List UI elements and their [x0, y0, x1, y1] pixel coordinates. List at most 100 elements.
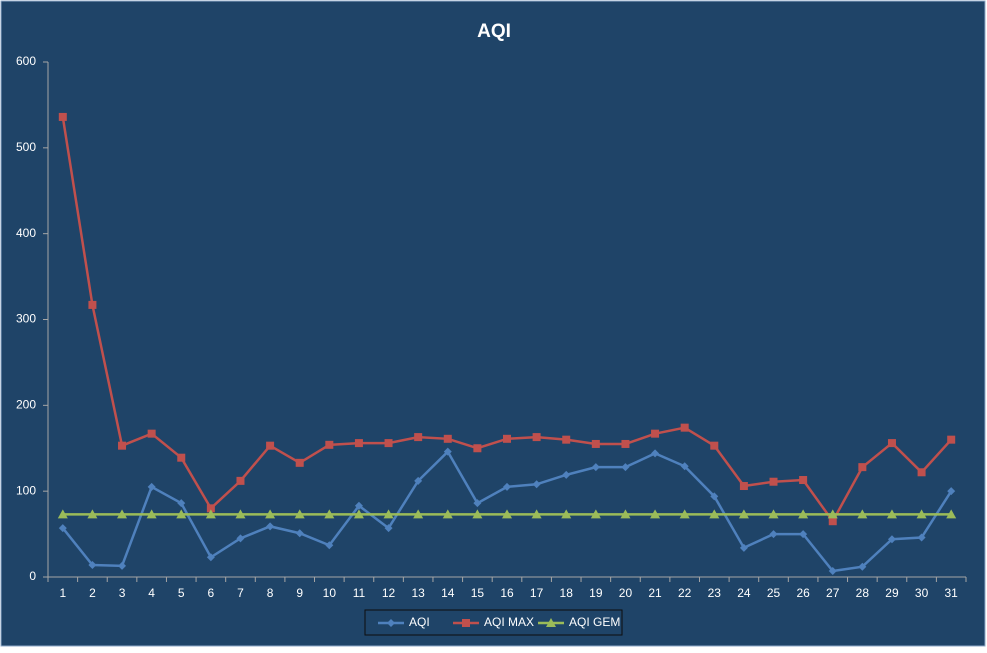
- data-point: [709, 509, 720, 519]
- data-point: [947, 435, 956, 444]
- data-point: [532, 433, 541, 442]
- data-point: [87, 509, 98, 519]
- legend-marker: [387, 619, 395, 627]
- data-point: [235, 509, 246, 519]
- data-point: [502, 509, 512, 519]
- data-point: [324, 509, 335, 519]
- legend-label: AQI MAX: [484, 615, 534, 629]
- data-point: [916, 509, 927, 519]
- data-point: [917, 533, 926, 542]
- x-tick-label: 22: [678, 586, 692, 600]
- data-point: [414, 433, 423, 442]
- x-tick-label: 13: [411, 586, 425, 600]
- x-tick-label: 11: [353, 586, 366, 600]
- y-tick-label: 100: [16, 483, 36, 497]
- data-point: [443, 434, 452, 443]
- data-point: [621, 439, 630, 448]
- data-point: [473, 444, 482, 453]
- data-point: [266, 522, 275, 531]
- x-tick-label: 30: [915, 586, 929, 600]
- data-point: [532, 480, 541, 489]
- data-point: [769, 530, 778, 539]
- data-point: [354, 501, 363, 510]
- data-point: [799, 476, 808, 485]
- data-point: [354, 439, 363, 448]
- data-point: [679, 509, 690, 519]
- x-tick-label: 31: [945, 586, 959, 600]
- legend-marker: [462, 619, 470, 627]
- x-tick-label: 17: [530, 586, 544, 600]
- chart-title: AQI: [477, 21, 511, 42]
- y-tick-label: 600: [16, 54, 36, 68]
- data-point: [265, 509, 276, 519]
- data-point: [739, 482, 748, 491]
- data-point: [886, 509, 897, 519]
- data-point: [472, 509, 483, 519]
- x-tick-label: 20: [619, 586, 633, 600]
- x-tick-label: 4: [148, 586, 155, 600]
- x-tick-label: 18: [560, 586, 574, 600]
- data-point: [146, 509, 157, 519]
- data-point: [206, 504, 215, 513]
- data-point: [325, 440, 334, 449]
- data-point: [442, 509, 453, 519]
- x-tick-label: 19: [589, 586, 603, 600]
- data-point: [710, 441, 719, 450]
- legend-box: [364, 609, 623, 636]
- data-point: [294, 509, 305, 519]
- data-point: [443, 447, 452, 456]
- data-point: [827, 509, 838, 519]
- data-point: [739, 543, 748, 552]
- data-point: [561, 509, 572, 519]
- data-point: [118, 561, 127, 570]
- x-tick-label: 25: [767, 586, 781, 600]
- data-point: [176, 509, 187, 519]
- data-point: [591, 439, 600, 448]
- x-tick-label: 7: [237, 586, 244, 600]
- data-point: [621, 463, 630, 472]
- data-point: [266, 441, 275, 450]
- data-point: [383, 509, 394, 519]
- data-point: [236, 476, 245, 485]
- data-point: [887, 439, 896, 448]
- data-point: [147, 482, 156, 491]
- data-point: [828, 566, 837, 575]
- data-point: [177, 499, 186, 508]
- data-point: [857, 509, 868, 519]
- data-point: [798, 509, 809, 519]
- legend-label: AQI: [409, 615, 430, 629]
- x-tick-label: 10: [323, 586, 337, 600]
- data-point: [680, 423, 689, 432]
- y-tick-label: 400: [16, 226, 36, 240]
- data-point: [58, 112, 67, 121]
- x-tick-label: 2: [89, 586, 96, 600]
- x-tick-label: 8: [267, 586, 274, 600]
- data-point: [769, 477, 778, 486]
- data-point: [562, 435, 571, 444]
- data-point: [887, 535, 896, 544]
- data-point: [325, 541, 334, 550]
- x-tick-label: 15: [471, 586, 485, 600]
- data-point: [799, 530, 808, 539]
- data-point: [738, 509, 749, 519]
- data-point: [651, 449, 660, 458]
- data-point: [57, 509, 68, 519]
- data-point: [147, 429, 156, 438]
- x-tick-label: 29: [885, 586, 899, 600]
- data-point: [414, 476, 423, 485]
- data-point: [591, 463, 600, 472]
- data-point: [118, 441, 127, 450]
- x-tick-label: 1: [59, 586, 66, 600]
- x-tick-label: 5: [178, 586, 185, 600]
- legend-marker: [546, 618, 556, 627]
- data-point: [236, 534, 245, 543]
- data-point: [503, 482, 511, 491]
- data-point: [205, 509, 216, 519]
- data-point: [88, 300, 97, 309]
- data-point: [651, 429, 660, 438]
- data-point: [947, 487, 956, 496]
- data-point: [828, 517, 837, 526]
